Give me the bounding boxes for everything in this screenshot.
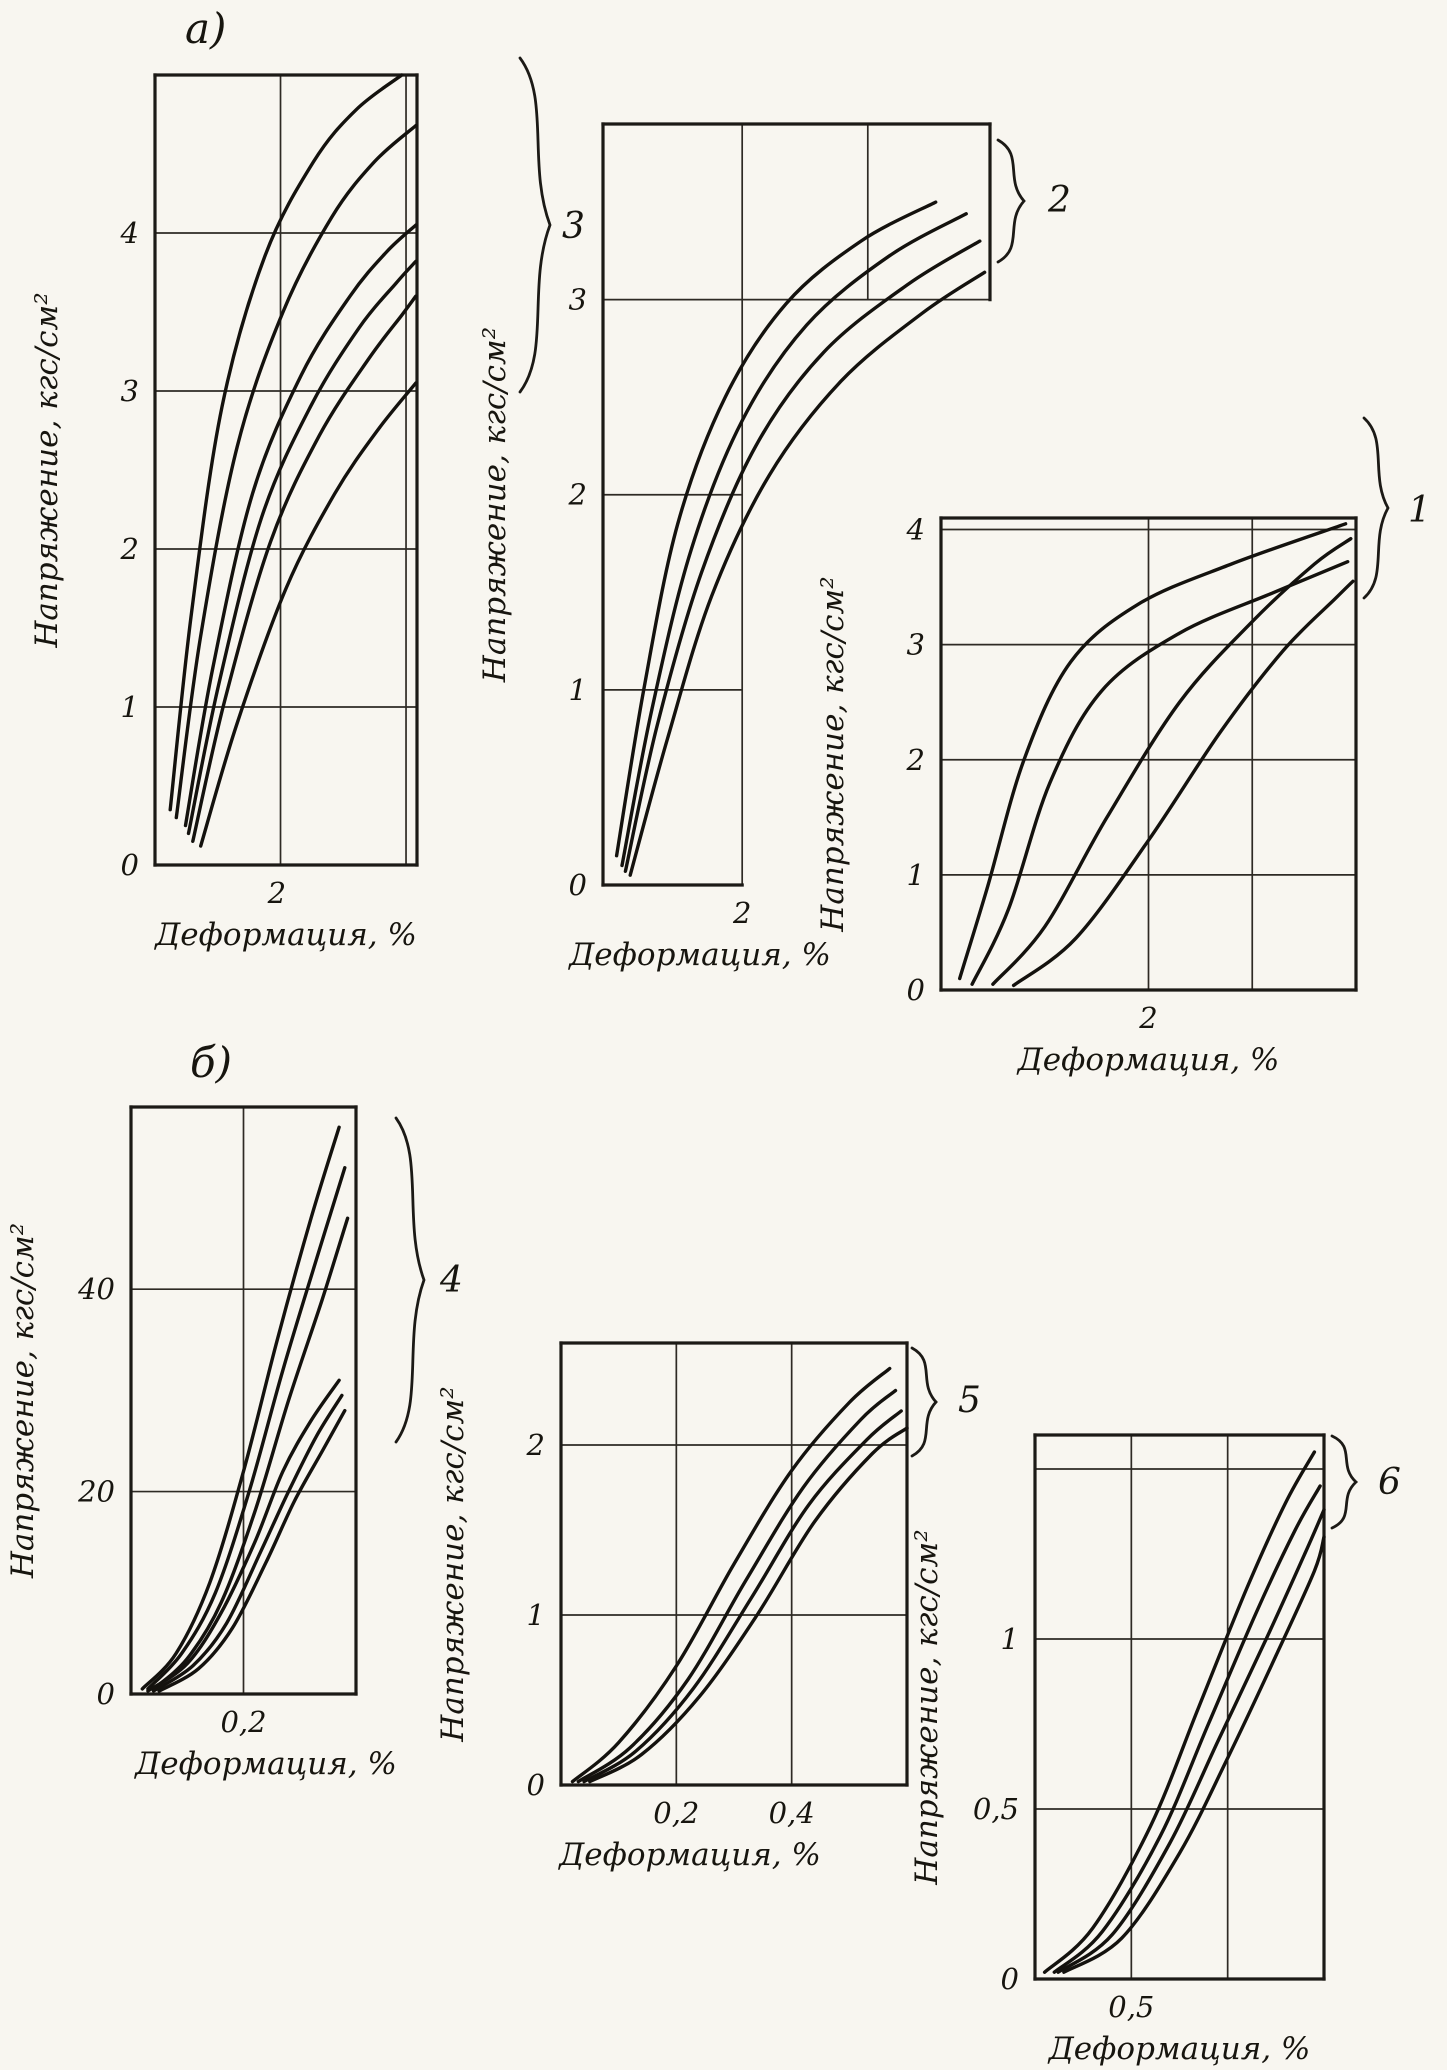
y-axis-title: Напряжение, кгс/см² — [815, 576, 851, 932]
panel-group-5-curve-4 — [588, 1426, 909, 1784]
panel-group-2-curve-1 — [614, 200, 938, 858]
y-tick-label: 1 — [1001, 1622, 1019, 1656]
group-number-label: 4 — [439, 1260, 463, 1301]
y-axis-title: Напряжение, кгс/см² — [5, 1223, 41, 1579]
x-axis-title: Деформация, % — [557, 1837, 821, 1873]
y-tick-label: 20 — [77, 1475, 115, 1509]
y-tick-label: 1 — [907, 858, 925, 892]
y-tick-label: 1 — [569, 673, 587, 707]
panel-group-5-curve-3 — [582, 1409, 903, 1784]
y-axis-title: Напряжение, кгс/см² — [477, 327, 513, 683]
panel-group-3-curve-1 — [168, 73, 404, 812]
panel-group-2-curve-4 — [628, 270, 987, 877]
y-tick-label: 0 — [121, 848, 139, 882]
y-axis-title: Напряжение, кгс/см² — [909, 1529, 945, 1885]
y-tick-label: 40 — [77, 1272, 115, 1306]
y-axis-title: Напряжение, кгс/см² — [435, 1386, 471, 1742]
y-tick-label: 3 — [907, 628, 925, 662]
group-brace — [1362, 416, 1390, 600]
panel-group-3-curve-3 — [183, 223, 418, 828]
panel-group-6-curve-2 — [1052, 1484, 1322, 1974]
panel-group-6-curve-4 — [1062, 1535, 1326, 1974]
group-brace — [394, 1116, 426, 1444]
panel-group-6-curve-3 — [1056, 1508, 1326, 1974]
panel-group-5-curve-2 — [576, 1388, 898, 1784]
x-tick-label: 2 — [1138, 1001, 1157, 1035]
panel-group-4: 0 20 40 0,2 Деформация, % Напряжение, кгс/см²… — [5, 1105, 463, 1782]
panel-group-2-curve-2 — [620, 212, 968, 868]
x-tick-label: 0,2 — [220, 1705, 266, 1739]
panel-group-1-curve-2 — [970, 560, 1350, 986]
y-tick-label: 3 — [569, 283, 587, 317]
y-tick-label: 4 — [120, 216, 139, 250]
group-brace — [518, 56, 552, 394]
x-tick-label: 0,4 — [769, 1796, 815, 1830]
group-number-label: 5 — [958, 1380, 981, 1421]
panel-group-3-curve-2 — [174, 123, 418, 820]
panel-group-2: 0 1 2 3 2 Деформация, % Напряжение, кгс/см² 2 — [477, 122, 1071, 973]
x-axis-title: Деформация, % — [133, 1746, 397, 1782]
y-tick-label: 2 — [526, 1428, 545, 1462]
group-number-label: 2 — [1047, 180, 1071, 221]
panel-group-4-curve-5 — [151, 1393, 344, 1693]
section-label-b: б) — [190, 1038, 233, 1087]
panel-group-1-curve-4 — [1011, 579, 1355, 988]
panel-group-4-curve-1 — [140, 1125, 341, 1691]
y-tick-label: 4 — [906, 513, 925, 547]
y-tick-label: 2 — [906, 743, 925, 777]
group-number-label: 6 — [1378, 1462, 1401, 1503]
y-axis-title: Напряжение, кгс/см² — [29, 292, 65, 648]
panel-group-1-curve-3 — [991, 537, 1353, 986]
group-brace — [910, 1346, 938, 1458]
y-tick-label: 1 — [121, 690, 139, 724]
y-tick-label: 2 — [568, 478, 587, 512]
section-label-a: а) — [185, 4, 227, 53]
panel-group-3-curve-5 — [191, 294, 418, 843]
panel-group-3-curve-4 — [186, 259, 418, 836]
x-tick-label: 0,2 — [653, 1796, 699, 1830]
x-axis-title: Деформация, % — [567, 937, 831, 973]
panel-group-6: 0 0,5 1 0,5 Деформация, % Напряжение, кгс/см²… — [909, 1433, 1401, 2067]
x-axis-title: Деформация, % — [153, 917, 417, 953]
y-tick-label: 0 — [569, 868, 587, 902]
panel-group-2-curve-3 — [623, 239, 982, 873]
y-tick-label: 0 — [97, 1677, 115, 1711]
group-number-label: 1 — [1408, 490, 1431, 531]
panel-group-3-curve-6 — [199, 381, 418, 848]
group-brace — [1330, 1434, 1359, 1530]
y-tick-label: 2 — [120, 532, 139, 566]
y-tick-label: 1 — [527, 1598, 545, 1632]
panel-group-4-curve-2 — [146, 1166, 347, 1691]
x-axis-title: Деформация, % — [1047, 2031, 1311, 2067]
x-tick-label: 2 — [267, 876, 286, 910]
panel-group-5: 0 1 2 0,2 0,4 Деформация, % Напряжение, кгс/см… — [435, 1341, 981, 1873]
x-tick-label: 0,5 — [1108, 1990, 1154, 2024]
group-brace — [996, 138, 1026, 264]
y-tick-label: 0 — [527, 1768, 545, 1802]
x-axis-title: Деформация, % — [1016, 1042, 1280, 1078]
panel-group-1-curve-1 — [958, 522, 1348, 981]
panel-group-5-curve-1 — [570, 1366, 892, 1784]
y-tick-label: 0 — [1001, 1962, 1019, 1996]
panel-group-4-curve-4 — [146, 1378, 341, 1693]
panel-group-1: 0 1 2 3 4 2 Деформация, % Напряжение, кгс/см² 1 — [815, 416, 1431, 1078]
panel-group-4-curve-6 — [157, 1408, 347, 1693]
y-tick-label: 3 — [121, 374, 139, 408]
panel-group-4-curve-3 — [151, 1216, 350, 1691]
x-tick-label: 2 — [732, 896, 751, 930]
y-tick-label: 0 — [907, 973, 925, 1007]
group-number-label: 3 — [562, 206, 585, 247]
panel-group-6-curve-1 — [1042, 1450, 1317, 1974]
panel-group-3: 0 1 2 3 4 2 Деформация, % Напряжение, кгс/см² 3 — [29, 56, 585, 953]
y-tick-label: 0,5 — [973, 1792, 1019, 1826]
